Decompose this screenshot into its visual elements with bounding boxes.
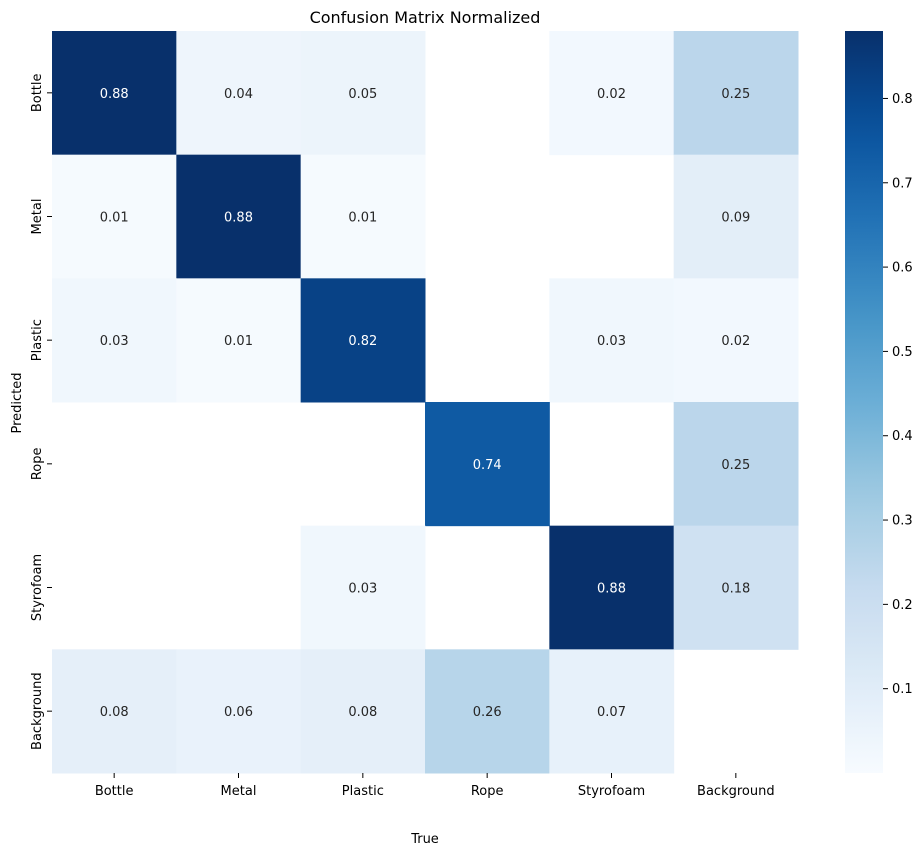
heatmap-cell [300, 278, 426, 403]
cell-value-label: 0.88 [224, 211, 253, 226]
cell-value-label: 0.08 [348, 705, 377, 720]
heatmap-cell [673, 31, 799, 156]
y-axis-label: Predicted [10, 372, 25, 433]
heatmap-cell [52, 31, 177, 156]
colorbar [845, 31, 883, 773]
heatmap-cell [425, 649, 550, 774]
cell-value-label: 0.82 [348, 334, 377, 349]
heatmap-cell [176, 31, 302, 156]
heatmap-cell [673, 402, 799, 527]
x-axis-label: True [410, 832, 439, 847]
y-axis-ticks: Bottle Metal Plastic Rope Styrofoam Backgroun… [30, 73, 52, 750]
heatmap-cell [549, 525, 675, 650]
cell-value-label: 0.03 [348, 582, 377, 597]
heatmap-cell [549, 31, 675, 156]
heatmap-cell [673, 525, 799, 650]
heatmap-cell [300, 31, 426, 156]
cell-value-label: 0.06 [224, 705, 253, 720]
colorbar-tick-label: 0.8 [892, 92, 913, 107]
cell-value-label: 0.25 [721, 458, 750, 473]
x-tick-label: Plastic [342, 784, 384, 799]
heatmap-cell [176, 154, 302, 279]
y-tick-label: Plastic [30, 319, 45, 361]
colorbar-tick-label: 0.5 [892, 345, 913, 360]
cell-value-label: 0.04 [224, 87, 253, 102]
y-tick-label: Background [30, 672, 45, 750]
colorbar-tick-label: 0.6 [892, 261, 913, 276]
heatmap-cell [425, 402, 550, 527]
y-tick-label: Rope [30, 448, 45, 481]
cell-value-label: 0.25 [721, 87, 750, 102]
heatmap-cell [176, 278, 302, 403]
heatmap-cell [52, 278, 177, 403]
colorbar-tick-label: 0.7 [892, 176, 913, 191]
cell-value-label: 0.02 [721, 334, 750, 349]
x-tick-label: Rope [471, 784, 504, 799]
heatmap-cell [673, 154, 799, 279]
cell-annotations: 0.88 0.04 0.05 0.02 0.25 0.01 0.88 0.01 0.09 0.03… [100, 87, 751, 720]
heatmap-cell [300, 525, 426, 650]
cell-value-label: 0.88 [100, 87, 129, 102]
x-tick-label: Metal [221, 784, 257, 799]
colorbar-ticks: 0.1 0.2 0.3 0.4 0.5 0.6 0.7 0.8 [883, 92, 913, 697]
cell-value-label: 0.26 [473, 705, 502, 720]
heatmap-cell [549, 649, 675, 774]
heatmap-cell [52, 649, 177, 774]
heatmap-cell [52, 154, 177, 279]
heatmap-cells [52, 31, 799, 774]
heatmap-cell [176, 649, 302, 774]
heatmap-cell [673, 278, 799, 403]
heatmap-cell [300, 649, 426, 774]
cell-value-label: 0.74 [473, 458, 502, 473]
heatmap-cell [300, 154, 426, 279]
x-axis-ticks: Bottle Metal Plastic Rope Styrofoam Backgroun… [95, 773, 775, 799]
colorbar-tick-label: 0.2 [892, 598, 913, 613]
colorbar-tick-label: 0.3 [892, 514, 913, 529]
cell-value-label: 0.01 [348, 211, 377, 226]
y-tick-label: Styrofoam [30, 554, 45, 621]
cell-value-label: 0.09 [721, 211, 750, 226]
colorbar-tick-label: 0.1 [892, 682, 913, 697]
cell-value-label: 0.03 [100, 334, 129, 349]
cell-value-label: 0.01 [100, 211, 129, 226]
x-tick-label: Background [697, 784, 775, 799]
cell-value-label: 0.02 [597, 87, 626, 102]
heatmap-cell [549, 278, 675, 403]
cell-value-label: 0.05 [348, 87, 377, 102]
cell-value-label: 0.07 [597, 705, 626, 720]
x-tick-label: Styrofoam [578, 784, 645, 799]
x-tick-label: Bottle [95, 784, 134, 799]
cell-value-label: 0.08 [100, 705, 129, 720]
cell-value-label: 0.88 [597, 582, 626, 597]
y-tick-label: Bottle [30, 73, 45, 112]
cell-value-label: 0.18 [721, 582, 750, 597]
cell-value-label: 0.01 [224, 334, 253, 349]
chart-title: Confusion Matrix Normalized [310, 8, 541, 27]
y-tick-label: Metal [30, 199, 45, 235]
colorbar-tick-label: 0.4 [892, 429, 913, 444]
cell-value-label: 0.03 [597, 334, 626, 349]
